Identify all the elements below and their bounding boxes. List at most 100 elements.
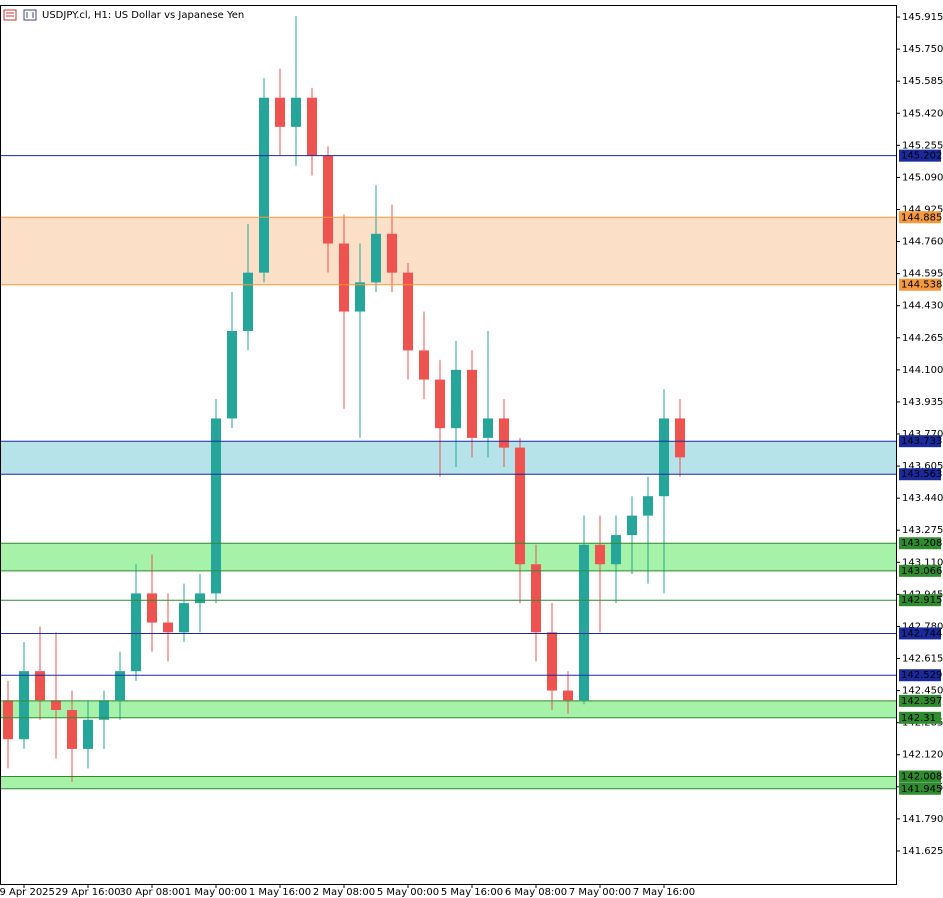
x-tick-label: 5 May 00:00 [377, 887, 439, 898]
x-tick-label: 30 Apr 08:00 [119, 887, 184, 898]
plot-frame [0, 5, 897, 885]
level-label-box [899, 711, 941, 724]
y-tick-label: 145.090 [902, 172, 943, 183]
candle-body [627, 515, 637, 536]
level-label: 142.529 [901, 670, 942, 681]
y-tick-label: 143.440 [902, 493, 943, 504]
y-tick-label: 143.770 [902, 429, 943, 440]
level-label: 142.915 [901, 595, 942, 606]
candle-body [291, 97, 301, 127]
level-label-box [899, 627, 941, 640]
candle-body [35, 671, 45, 701]
zone [0, 776, 896, 789]
candle-body [371, 233, 381, 283]
candle-body [227, 330, 237, 419]
y-tick-label: 145.585 [902, 76, 943, 87]
level-label: 142.397 [901, 696, 942, 707]
y-tick-label: 143.605 [902, 461, 943, 472]
x-tick-label: 1 May 16:00 [249, 887, 311, 898]
candle-body [195, 593, 205, 604]
level-label-box [899, 149, 941, 162]
chart-title: USDJPY.cl, H1: US Dollar vs Japanese Yen [42, 10, 244, 21]
candle-body [323, 156, 333, 244]
y-tick-label: 144.430 [902, 301, 943, 312]
candle-body [643, 496, 653, 516]
candle-body [435, 379, 445, 429]
candle-body [467, 369, 477, 438]
x-tick-label: 2 May 08:00 [313, 887, 375, 898]
candle-body [515, 447, 525, 565]
y-tick-label: 144.265 [902, 333, 943, 344]
y-tick-label: 142.450 [902, 686, 943, 697]
y-tick-label: 141.625 [902, 846, 943, 857]
candle-body [339, 243, 349, 312]
level-label: 141.945 [901, 784, 942, 795]
candle-body [595, 544, 605, 565]
zone [0, 217, 896, 285]
y-tick-label: 145.420 [902, 108, 943, 119]
x-tick-label: 6 May 08:00 [505, 887, 567, 898]
level-label-box [899, 435, 941, 448]
plot-area [0, 16, 896, 790]
candle-body [243, 272, 253, 331]
candle-body [179, 603, 189, 633]
x-tick-label: 1 May 00:00 [185, 887, 247, 898]
candle-body [131, 593, 141, 672]
candle-body [675, 418, 685, 458]
level-label-box [899, 537, 941, 550]
y-tick-label: 142.120 [902, 750, 943, 761]
level-label: 144.538 [901, 280, 942, 291]
x-tick-label: 7 May 00:00 [569, 887, 631, 898]
level-label: 143.208 [901, 538, 942, 549]
candle-body [211, 418, 221, 594]
y-tick-label: 142.615 [902, 654, 943, 665]
candle-body [307, 97, 317, 157]
candle-body [115, 671, 125, 701]
y-tick-label: 144.760 [902, 237, 943, 248]
y-tick-label: 144.925 [902, 204, 943, 215]
candle-body [499, 418, 509, 448]
level-label: 143.733 [901, 436, 942, 447]
level-label: 145.202 [901, 151, 942, 162]
symbol-icon [3, 9, 37, 21]
x-tick-label: 29 Apr 2025 [0, 887, 55, 898]
x-tick-label: 29 Apr 16:00 [55, 887, 120, 898]
level-label-box [899, 211, 941, 224]
y-tick-label: 142.780 [902, 621, 943, 632]
candle-body [99, 700, 109, 720]
level-label-box [899, 694, 941, 707]
y-tick-label: 143.935 [902, 397, 943, 408]
y-tick-label: 145.255 [902, 140, 943, 151]
level-label-box [899, 782, 941, 795]
level-label: 142.008 [901, 772, 942, 783]
candle-body [19, 671, 29, 740]
candle-body [355, 282, 365, 312]
y-tick-label: 144.100 [902, 365, 943, 376]
candle-body [579, 544, 589, 701]
y-tick-label: 143.275 [902, 525, 943, 536]
y-tick-label: 145.915 [902, 12, 943, 23]
icon-box [3, 9, 17, 21]
candle-body [483, 418, 493, 438]
candle-body [659, 418, 669, 497]
candle-body [83, 719, 93, 749]
candle-body [51, 700, 61, 711]
y-tick-label: 145.750 [902, 44, 943, 55]
candle-body [163, 622, 173, 633]
level-label: 143.563 [901, 469, 942, 480]
level-label: 142.744 [901, 628, 942, 639]
candle-body [547, 632, 557, 691]
candle-body [147, 593, 157, 623]
zone [0, 441, 896, 475]
level-label-box [899, 594, 941, 607]
candle-body [275, 97, 285, 127]
icon-box [23, 9, 37, 21]
zone [0, 700, 896, 718]
level-label-box [899, 278, 941, 291]
x-tick-label: 5 May 16:00 [441, 887, 503, 898]
candle-body [531, 564, 541, 633]
level-label: 144.885 [901, 212, 942, 223]
candle-body [67, 710, 77, 749]
y-tick-label: 141.790 [902, 814, 943, 825]
